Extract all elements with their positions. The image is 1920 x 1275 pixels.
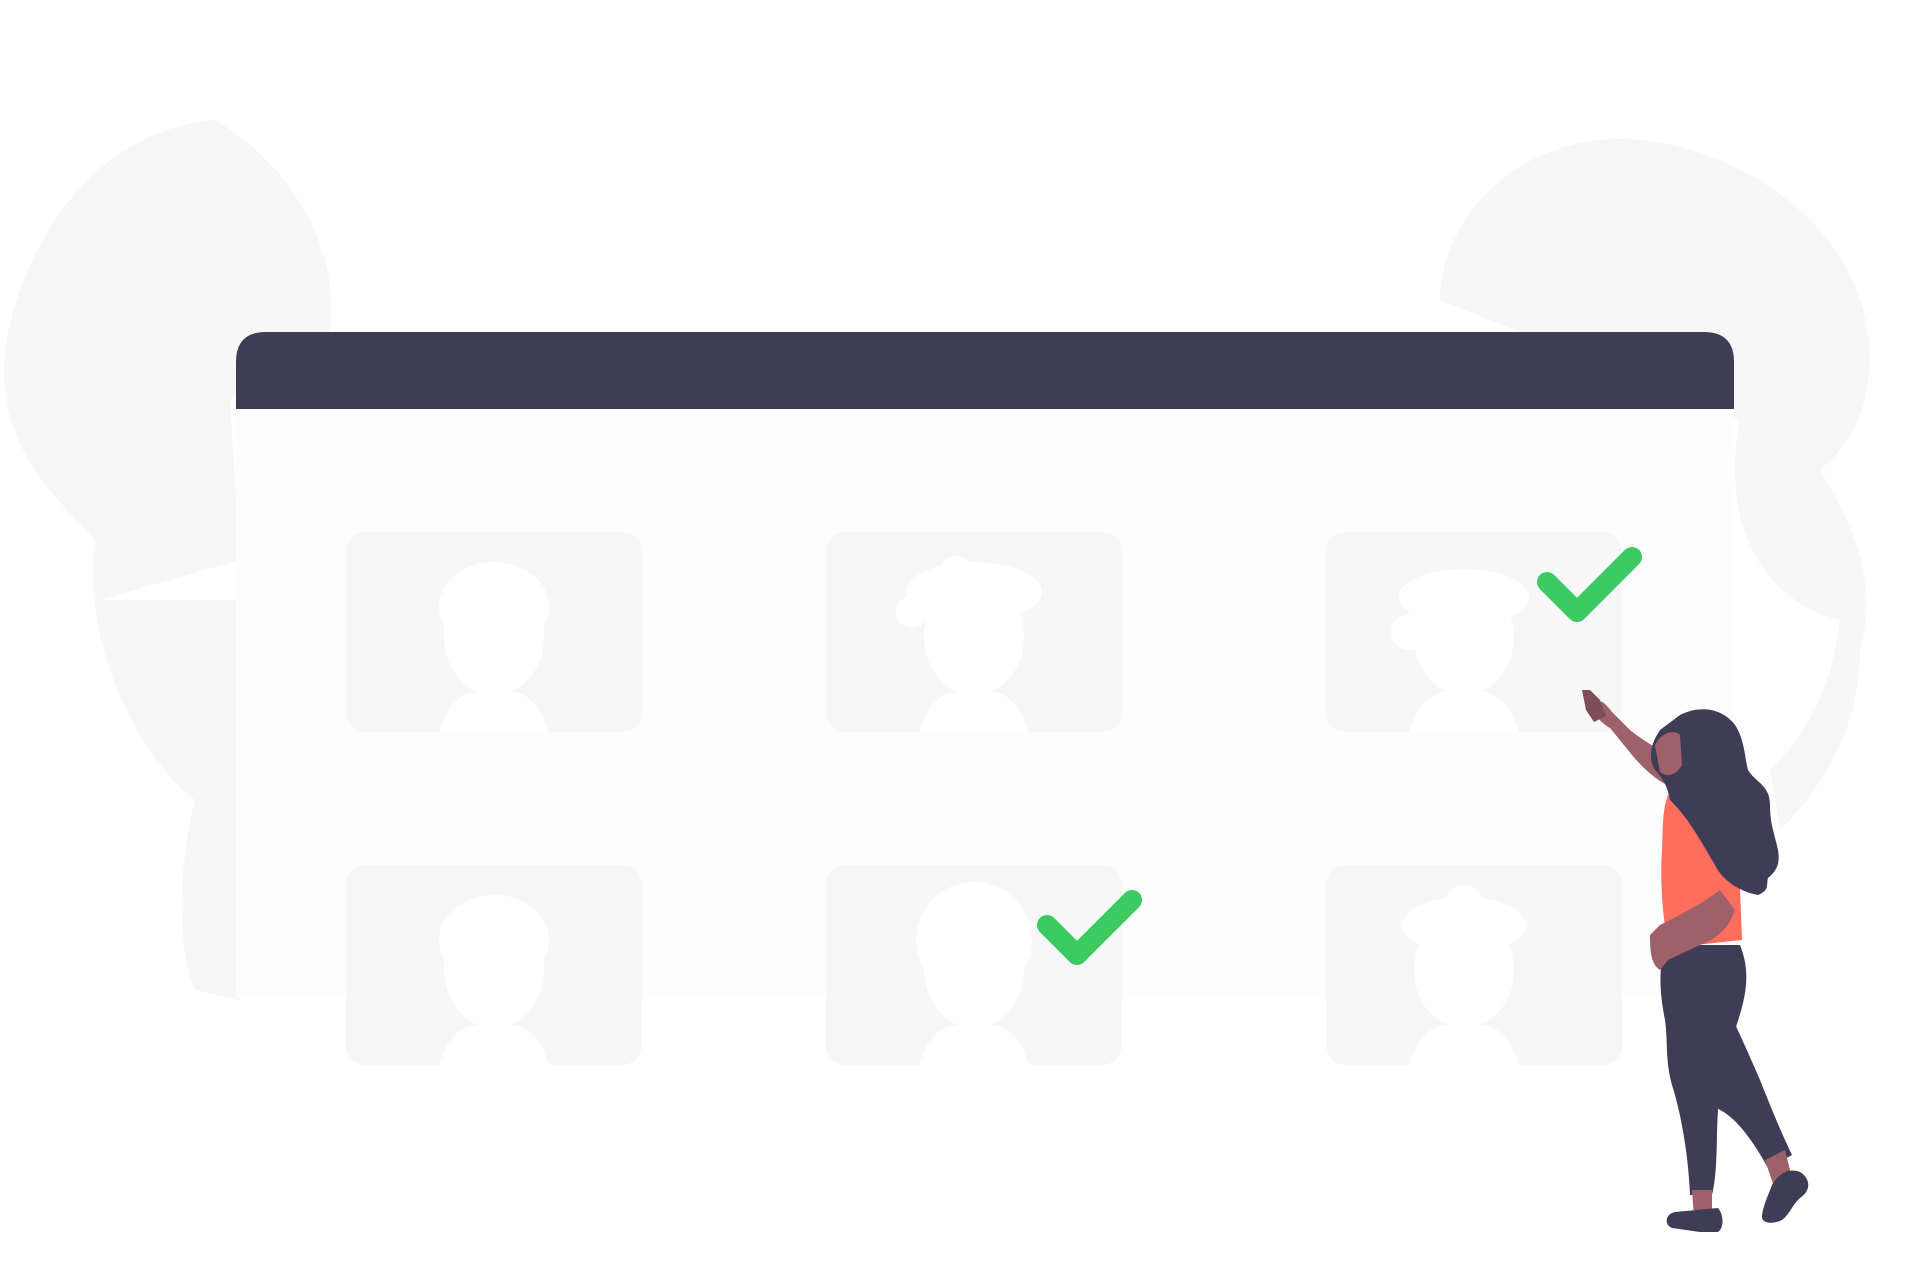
checkmark-icon [1537,547,1642,622]
profile-card[interactable] [346,865,642,1065]
woman-back-shoe [1762,1170,1809,1223]
selection-checks [1037,547,1642,965]
woman-figure [1582,690,1809,1232]
woman-hair [1650,709,1779,895]
profile-card[interactable] [826,532,1122,732]
profile-card[interactable] [1326,865,1622,1065]
woman-lower-arm [1650,890,1735,970]
profile-card-grid [346,532,1622,1065]
background-blob-right [1440,139,1870,830]
profile-card[interactable] [826,865,1122,1065]
woman-front-leg [1660,945,1747,1195]
person-curly-hair-silhouette-icon [896,556,1042,732]
person-bun-silhouette-icon [1402,885,1526,1065]
person-silhouette-icon [439,895,549,1065]
person-round-hair-silhouette-icon [916,882,1032,1065]
woman-face [1655,732,1682,776]
profile-card[interactable] [1326,532,1622,732]
person-silhouette-icon [439,562,549,732]
woman-raised-hand [1582,690,1606,722]
person-wide-hair-silhouette-icon [1391,569,1529,732]
checkmark-icon [1037,890,1142,965]
app-window [236,332,1734,1065]
profile-card[interactable] [346,532,642,732]
woman-front-shoe [1666,1208,1723,1232]
window-titlebar [236,332,1734,409]
